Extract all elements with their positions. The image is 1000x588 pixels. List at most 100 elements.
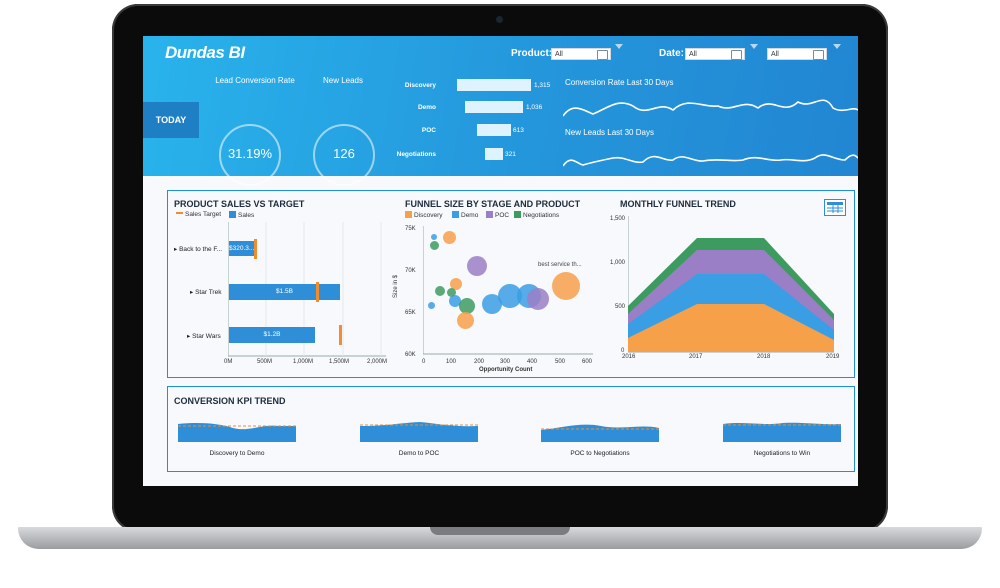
- new-leads-value: 126: [333, 146, 355, 161]
- bubble-demo[interactable]: [449, 295, 461, 307]
- date-end-dropdown-icon[interactable]: [833, 44, 841, 49]
- legend-discovery[interactable]: Discovery: [405, 211, 443, 219]
- funnel-x-label: Opportunity Count: [479, 367, 533, 373]
- funnel-x-tick: 100: [446, 359, 457, 365]
- funnel-value-negotiations: 321: [505, 151, 516, 158]
- legend-demo-label: Demo: [461, 212, 479, 219]
- legend-poc-label: POC: [495, 212, 510, 219]
- kpi-trend-title: CONVERSION KPI TREND: [174, 396, 286, 406]
- bubble-discovery[interactable]: [450, 278, 462, 290]
- funnel-x-tick: 500: [555, 359, 566, 365]
- date-filter-end-value: All: [771, 51, 779, 58]
- funnel-bar-discovery: [457, 79, 531, 91]
- today-button[interactable]: TODAY: [143, 102, 199, 138]
- funnel-stage-poc: POC: [421, 127, 436, 134]
- conversion-sparkline-label: Conversion Rate Last 30 Days: [565, 78, 674, 87]
- funnel-y-tick: 60K: [405, 352, 416, 358]
- bubble-demo[interactable]: [428, 302, 435, 309]
- funnel-bar-demo: [465, 101, 523, 113]
- sales-bar[interactable]: $1.5B: [229, 284, 340, 300]
- legend-sales-target-label: Sales Target: [185, 211, 222, 218]
- sales-target-marker[interactable]: [254, 239, 257, 259]
- funnel-x-tick: 300: [500, 359, 511, 365]
- sales-x-tick: 500M: [257, 359, 273, 365]
- legend-poc[interactable]: POC: [486, 211, 509, 219]
- bubble-demo[interactable]: [431, 234, 437, 240]
- lead-conversion-value: 31.19%: [227, 146, 273, 161]
- sales-row-name: Star Wars: [192, 333, 221, 340]
- calendar-icon[interactable]: [813, 50, 824, 60]
- legend-sales[interactable]: Sales: [229, 211, 254, 219]
- date-filter-end[interactable]: All: [767, 48, 827, 60]
- dashboard-header: Dundas BI Product: All Date: All All TOD…: [143, 36, 858, 186]
- bubble-poc[interactable]: [467, 256, 487, 276]
- legend-negotiations[interactable]: Negotiations: [514, 211, 559, 219]
- funnel-x-tick: 400: [527, 359, 538, 365]
- trend-x-tick: 2019: [826, 354, 840, 360]
- charts-frame: [167, 190, 855, 378]
- sales-row-label[interactable]: ▸ Star Wars: [187, 333, 221, 340]
- funnel-stage-negotiations: Negotiations: [396, 151, 436, 158]
- funnel-y-tick: 65K: [405, 310, 416, 316]
- sales-bar[interactable]: $1.2B: [229, 327, 315, 343]
- funnel-y-tick: 70K: [405, 268, 416, 274]
- date-start-dropdown-icon[interactable]: [750, 44, 758, 49]
- monthly-trend-chart[interactable]: [628, 216, 836, 354]
- kpi-trend-chart[interactable]: [360, 418, 478, 442]
- funnel-value-poc: 613: [513, 127, 524, 134]
- bubble-negotiations[interactable]: [435, 286, 445, 296]
- sales-bar[interactable]: $320.3...: [229, 241, 254, 256]
- funnel-x-tick: 600: [582, 359, 593, 365]
- trend-x-tick: 2016: [622, 354, 636, 360]
- funnel-stage-demo: Demo: [417, 104, 436, 111]
- funnel-bar-poc: [477, 124, 511, 136]
- legend-sales-target[interactable]: Sales Target: [176, 211, 221, 218]
- bubble-discovery[interactable]: [443, 231, 456, 244]
- product-filter-value: All: [555, 51, 563, 58]
- calendar-icon[interactable]: [597, 50, 608, 60]
- lead-conversion-label: Lead Conversion Rate: [215, 76, 295, 85]
- funnel-x-tick: 0: [422, 359, 426, 365]
- trend-y-tick: 1,000: [610, 260, 626, 266]
- sales-row-name: Star Trek: [195, 289, 222, 296]
- kpi-trend-chart[interactable]: [723, 418, 841, 442]
- funnel-size-title: FUNNEL SIZE BY STAGE AND PRODUCT: [405, 199, 581, 209]
- monthly-trend-title: MONTHLY FUNNEL TREND: [620, 199, 736, 209]
- bubble-discovery[interactable]: [552, 272, 580, 300]
- trend-y-tick: 0: [621, 348, 625, 354]
- kpi-trend-frame: [167, 386, 855, 472]
- bubble-negotiations[interactable]: [430, 241, 439, 250]
- funnel-y-tick: 75K: [405, 226, 416, 232]
- bubble-demo[interactable]: [482, 294, 502, 314]
- legend-demo[interactable]: Demo: [452, 211, 478, 219]
- calendar-icon[interactable]: [731, 50, 742, 60]
- funnel-y-label: Size in $: [393, 274, 399, 298]
- kpi-trend-chart[interactable]: [178, 418, 296, 442]
- sales-x-tick: 1,000M: [293, 359, 314, 365]
- conversion-sparkline: [563, 99, 858, 117]
- new-leads-sparkline: [563, 154, 858, 167]
- sales-row-label[interactable]: ▸ Star Trek: [190, 289, 222, 296]
- product-filter-dropdown-icon[interactable]: [615, 44, 623, 49]
- bubble-poc[interactable]: [527, 288, 549, 310]
- kpi-trend-chart[interactable]: [541, 418, 659, 442]
- bubble-negotiations[interactable]: [447, 288, 456, 297]
- kpi-trend-label: Negotiations to Win: [753, 450, 811, 457]
- date-filter-start[interactable]: All: [685, 48, 745, 60]
- bubble-discovery[interactable]: [457, 312, 474, 329]
- table-icon[interactable]: [824, 199, 846, 216]
- product-sales-title: PRODUCT SALES VS TARGET: [174, 199, 305, 209]
- app-logo: Dundas BI: [165, 43, 245, 62]
- legend-negotiations-label: Negotiations: [523, 212, 560, 219]
- trend-x-tick: 2017: [689, 354, 703, 360]
- sales-target-marker[interactable]: [339, 325, 342, 345]
- product-filter-label: Product:: [511, 48, 553, 59]
- new-leads-ring: [313, 124, 375, 186]
- date-filter-start-value: All: [689, 51, 697, 58]
- product-filter-select[interactable]: All: [551, 48, 611, 60]
- bubble-negotiations[interactable]: [459, 298, 475, 314]
- lead-conversion-ring: [219, 124, 281, 186]
- new-leads-label: New Leads: [322, 76, 364, 85]
- sales-row-label[interactable]: ▸ Back to the F...: [174, 246, 223, 253]
- sales-target-marker[interactable]: [316, 282, 319, 302]
